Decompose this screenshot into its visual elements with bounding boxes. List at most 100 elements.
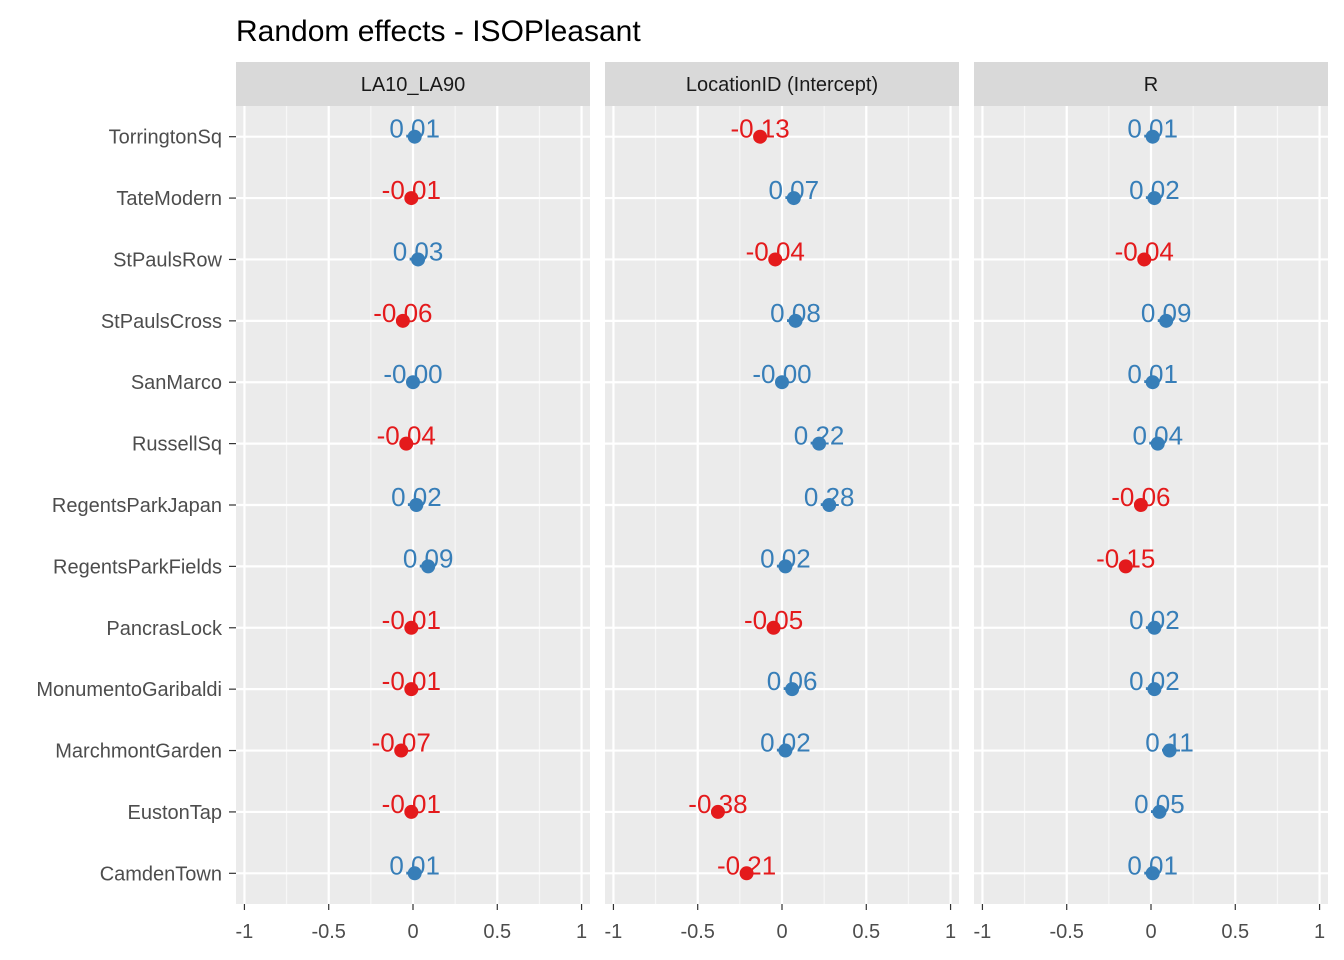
data-point	[1150, 436, 1165, 451]
y-tick-label: TateModern	[116, 188, 222, 210]
data-label: -0.01	[382, 789, 441, 819]
data-label: -0.07	[372, 728, 431, 758]
data-point	[394, 743, 409, 758]
data-label: -0.01	[382, 175, 441, 205]
x-tick-label: -1	[974, 921, 992, 943]
x-tick-label: 1	[576, 921, 587, 943]
data-point	[404, 191, 419, 206]
data-point	[411, 252, 426, 267]
data-point	[812, 436, 827, 451]
data-point	[404, 804, 419, 819]
data-label: 0.04	[1132, 421, 1183, 451]
y-tick-label: RegentsParkJapan	[52, 495, 222, 517]
data-point	[1145, 866, 1160, 881]
data-point	[822, 498, 837, 512]
x-tick-label: -0.5	[311, 921, 345, 943]
x-tick-label: 0	[407, 921, 418, 943]
y-tick-label: SanMarco	[131, 372, 222, 394]
data-label: 0.05	[1134, 789, 1185, 819]
data-point	[404, 682, 419, 697]
data-point	[785, 682, 800, 697]
chart-title: Random effects - ISOPleasant	[236, 15, 641, 48]
data-point	[775, 375, 789, 390]
data-label: 0.07	[768, 175, 819, 205]
y-tick-label: PancrasLock	[106, 618, 223, 640]
x-tick-label: 1	[1314, 921, 1325, 943]
data-point	[788, 313, 803, 328]
data-label: -0.00	[752, 359, 811, 389]
data-label: -0.04	[377, 421, 436, 451]
data-point	[1133, 498, 1148, 512]
y-tick-label: StPaulsRow	[113, 249, 222, 271]
facet-strip-label: LocationID (Intercept)	[686, 74, 878, 96]
x-tick-label: 0.5	[1221, 921, 1249, 943]
y-tick-label: RegentsParkFields	[53, 556, 222, 578]
data-label: -0.01	[382, 666, 441, 696]
facet-strip-label: LA10_LA90	[361, 74, 466, 96]
data-label: 0.11	[1145, 728, 1194, 758]
data-point	[407, 866, 422, 881]
y-tick-label: TorringtonSq	[109, 127, 222, 149]
data-label: -0.04	[746, 236, 805, 266]
data-label: -0.38	[688, 789, 747, 819]
x-tick-label: -1	[236, 921, 254, 943]
data-point	[395, 313, 410, 328]
data-label: 0.09	[403, 543, 454, 573]
data-label: 0.01	[1127, 114, 1178, 144]
data-label: 0.02	[760, 728, 811, 758]
facet-strip	[605, 62, 959, 106]
data-point	[404, 620, 419, 635]
panel-2: R -1 -0.5 0 0.5 1 0.01 0.02 -0.04 0.09 0.01 0.04 -0.…	[974, 62, 1328, 943]
y-tick-label: StPaulsCross	[101, 311, 222, 333]
data-point	[1147, 620, 1162, 635]
data-label: 0.08	[770, 298, 821, 328]
data-point	[768, 252, 783, 267]
y-tick-label: MonumentoGaribaldi	[36, 679, 222, 701]
data-point	[1118, 559, 1133, 574]
panel-0: LA10_LA90 -1 -0.5 0 0.5 1 0.01 -0.01 0.03 -0.06 -0…	[236, 62, 590, 943]
data-point	[710, 804, 725, 819]
x-tick-label: -1	[605, 921, 623, 943]
y-tick-label: MarchmontGarden	[55, 741, 222, 763]
data-label: 0.02	[1129, 605, 1180, 635]
data-point	[1147, 191, 1162, 206]
data-point	[1145, 129, 1160, 144]
data-point	[1152, 804, 1167, 819]
x-tick-label: 0.5	[483, 921, 511, 943]
data-label: -0.00	[383, 359, 442, 389]
facet-strip	[974, 62, 1328, 106]
y-axis: TorringtonSq TateModern StPaulsRow StPaulsC…	[36, 127, 236, 885]
data-label: -0.04	[1115, 236, 1174, 266]
facet-strip	[236, 62, 590, 106]
y-tick-label: EustonTap	[127, 802, 222, 824]
x-tick-label: -0.5	[1049, 921, 1083, 943]
data-label: 0.06	[767, 666, 818, 696]
data-label: 0.01	[1127, 850, 1178, 880]
x-tick-label: 0	[776, 921, 787, 943]
x-tick-label: 0.5	[852, 921, 880, 943]
data-label: 0.02	[1129, 666, 1180, 696]
x-tick-label: 0	[1145, 921, 1156, 943]
data-label: -0.13	[730, 114, 789, 144]
data-point	[1147, 682, 1162, 697]
data-point	[399, 436, 414, 451]
data-point	[407, 129, 422, 144]
data-point	[409, 498, 424, 512]
data-label: -0.06	[373, 298, 432, 328]
facet-panels: LA10_LA90 -1 -0.5 0 0.5 1 0.01 -0.01 0.03 -0.06 -0…	[236, 62, 1328, 943]
data-point	[1162, 743, 1177, 758]
data-point	[778, 743, 793, 758]
data-label: -0.06	[1111, 482, 1170, 512]
data-label: -0.05	[744, 605, 803, 635]
data-label: 0.02	[391, 482, 442, 512]
data-point	[766, 620, 781, 635]
data-point	[1137, 252, 1152, 267]
y-tick-label: CamdenTown	[100, 863, 222, 885]
x-tick-label: 1	[945, 921, 956, 943]
data-point	[739, 866, 754, 881]
data-point	[778, 559, 793, 574]
data-point	[421, 559, 436, 574]
y-tick-label: RussellSq	[132, 434, 222, 456]
data-label: 0.22	[794, 421, 845, 451]
